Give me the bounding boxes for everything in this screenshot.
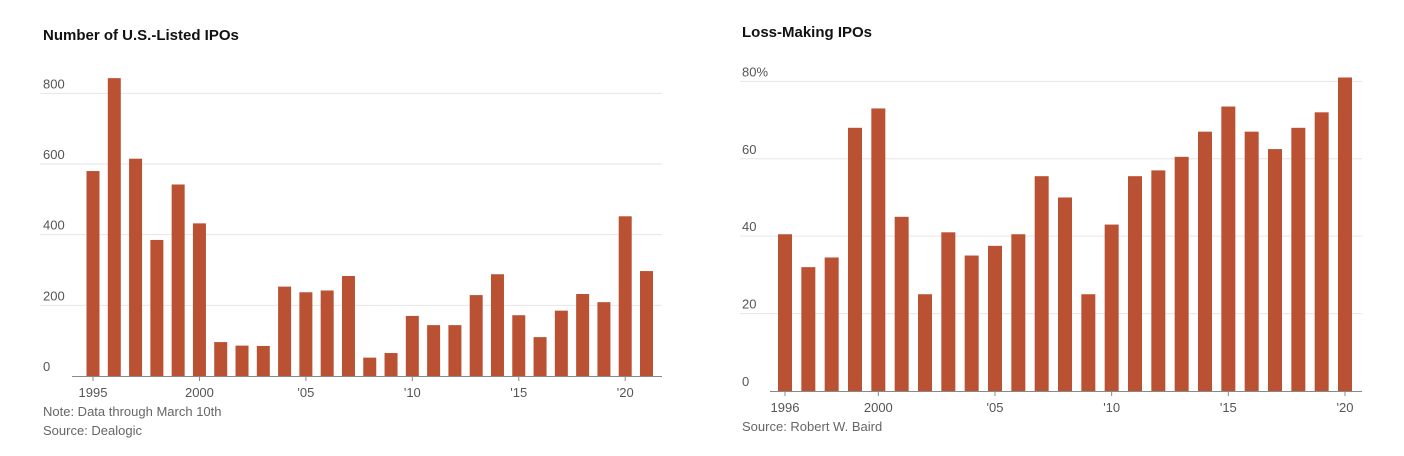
bar-1999: [848, 127, 862, 392]
chart-source: Source: Dealogic: [43, 423, 142, 438]
bar-1998: [150, 239, 164, 376]
bar-2008: [363, 357, 377, 376]
x-tick-label: '10: [1103, 400, 1120, 415]
x-tick-label: 1995: [79, 385, 108, 400]
bar-2006: [1011, 234, 1026, 391]
y-tick-label: 40: [742, 219, 756, 234]
bar-2004: [964, 255, 979, 391]
bar-2008: [1058, 197, 1072, 391]
bar-2011: [427, 325, 441, 376]
loss-making-ipos-chart: 0 20 40 60 80% 1996 2000 '05 '10 '15 '20: [740, 64, 1362, 415]
bar-1996: [107, 78, 121, 376]
bar-2009: [1081, 294, 1096, 391]
bar-2002: [918, 294, 932, 391]
bar-1999: [171, 184, 185, 376]
loss-making-ipos-chart-panel: Loss-Making IPOs 0 20 40 60 80% 1996 2000 '05 '1…: [700, 0, 1404, 456]
bar-2013: [1174, 156, 1189, 391]
x-tick-label: '20: [617, 385, 634, 400]
bar-2003: [941, 232, 956, 391]
bar-2017: [554, 310, 568, 376]
bar-2015: [1221, 106, 1236, 391]
bar-2005: [299, 292, 313, 376]
bar-2018: [576, 294, 590, 376]
bar-2016: [533, 337, 547, 376]
bar-2016: [1244, 131, 1259, 391]
y-tick-label: 80%: [742, 64, 768, 79]
bar-2014: [490, 274, 504, 376]
bar-2000: [871, 108, 886, 392]
y-tick-label: 400: [43, 218, 65, 233]
chart-note: Note: Data through March 10th: [43, 404, 222, 419]
bar-2003: [256, 345, 270, 376]
y-tick-label: 20: [742, 297, 756, 312]
bar-2001: [894, 216, 909, 391]
x-tick-label: '15: [1220, 400, 1237, 415]
y-tick-label: 0: [742, 374, 749, 389]
bar-2004: [278, 286, 292, 376]
bar-2002: [235, 345, 249, 376]
bar-1996: [778, 234, 792, 391]
bar-2007: [341, 276, 355, 376]
x-tick-label: 2000: [864, 400, 893, 415]
bar-2007: [1034, 176, 1049, 391]
bar-2019: [597, 302, 611, 376]
y-tick-label: 600: [43, 147, 65, 162]
bar-1998: [824, 257, 839, 391]
x-tick-label: '10: [404, 385, 421, 400]
bar-2010: [405, 315, 419, 376]
bar-1995: [86, 171, 100, 376]
x-tick-label: 2000: [185, 385, 214, 400]
chart-title: Loss-Making IPOs: [742, 24, 873, 41]
bar-2020: [1338, 77, 1352, 391]
bar-2013: [469, 295, 483, 376]
bar-2012: [448, 325, 462, 376]
ipo-count-chart: 0 200 400 600 800 1995 2000 '05 '10 '15 '20: [40, 76, 662, 400]
y-tick-label: 0: [43, 359, 50, 374]
bar-2019: [1314, 112, 1329, 391]
y-tick-label: 200: [43, 288, 65, 303]
bar-2012: [1151, 170, 1166, 391]
bar-2006: [320, 290, 334, 376]
bar-2010: [1104, 224, 1119, 391]
bar-2015: [512, 315, 526, 376]
bar-2009: [384, 353, 398, 376]
chart-source: Source: Robert W. Baird: [742, 419, 883, 434]
x-tick-label: 1996: [771, 400, 800, 415]
bar-2017: [1268, 149, 1282, 391]
x-tick-label: '15: [510, 385, 527, 400]
chart-title: Number of U.S.-Listed IPOs: [43, 27, 239, 44]
bar-2020: [618, 216, 632, 376]
bar-2021: [640, 271, 653, 376]
bar-2018: [1291, 127, 1306, 392]
ipo-count-chart-panel: Number of U.S.-Listed IPOs 0 200 400 600 800…: [0, 0, 700, 456]
bar-1997: [129, 158, 143, 376]
x-tick-label: '05: [987, 400, 1004, 415]
x-tick-label: '20: [1337, 400, 1354, 415]
y-tick-label: 60: [742, 142, 756, 157]
bar-1997: [801, 267, 816, 391]
bar-2005: [988, 245, 1002, 391]
y-tick-label: 800: [43, 76, 65, 91]
bar-2011: [1128, 176, 1142, 391]
bar-2001: [214, 342, 228, 376]
x-tick-label: '05: [297, 385, 314, 400]
bar-2000: [192, 223, 206, 376]
bar-2014: [1198, 131, 1212, 391]
